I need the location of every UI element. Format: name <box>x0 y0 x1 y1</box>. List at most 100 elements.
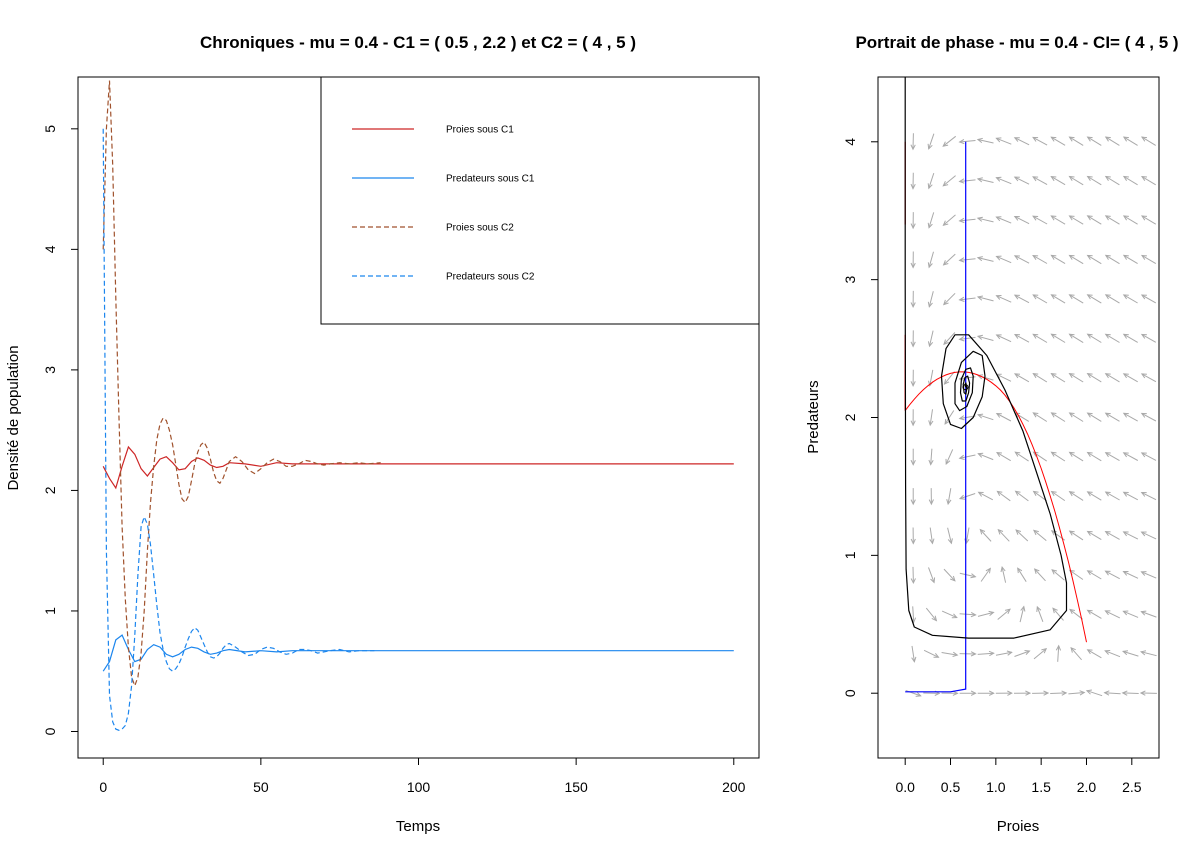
y-tick-label: 2 <box>42 486 58 494</box>
equilibrium-point <box>962 384 969 391</box>
right-x-axis-label: Proies <box>997 818 1040 835</box>
field-arrow <box>1086 690 1103 697</box>
field-arrowhead <box>1140 254 1147 260</box>
field-arrow <box>1087 452 1102 462</box>
field-arrowhead <box>1140 373 1147 379</box>
field-arrow <box>959 454 976 459</box>
legend-label: Proies sous C1 <box>446 125 514 136</box>
field-arrow <box>1051 254 1066 265</box>
field-arrowhead <box>1122 491 1129 497</box>
x-tick-label: 0.0 <box>895 779 915 795</box>
field-arrowhead <box>1050 333 1057 339</box>
field-arrowhead <box>1122 294 1129 300</box>
field-arrowhead <box>970 611 977 618</box>
left-x-axis-label: Temps <box>396 818 440 835</box>
field-arrowhead <box>915 692 922 697</box>
field-arrow <box>1032 215 1048 225</box>
field-arrowhead <box>1007 690 1013 696</box>
legend-label: Proies sous C2 <box>446 223 514 234</box>
field-arrowhead <box>1068 175 1075 181</box>
field-arrow <box>977 139 994 144</box>
field-arrowhead <box>988 690 995 696</box>
field-arrowhead <box>995 137 1002 143</box>
field-arrowhead <box>1086 609 1093 615</box>
field-arrow <box>1069 254 1084 265</box>
y-tick-label: 1 <box>842 551 858 559</box>
x-tick-label: 2.5 <box>1122 779 1142 795</box>
field-arrow <box>928 291 934 307</box>
field-arrow <box>996 334 1012 343</box>
field-arrow <box>1032 255 1048 264</box>
field-arrowhead <box>942 141 949 147</box>
field-arrow <box>1141 136 1156 146</box>
field-arrow <box>1032 136 1048 146</box>
field-arrow <box>1014 137 1030 146</box>
field-arrow <box>928 567 935 583</box>
field-arrowhead <box>1085 689 1092 695</box>
field-arrow <box>959 258 976 261</box>
field-arrow <box>1032 333 1048 343</box>
series-line-1 <box>102 445 734 490</box>
field-arrowhead <box>958 178 965 184</box>
field-arrow <box>1087 176 1102 186</box>
field-arrowhead <box>1086 294 1093 300</box>
field-arrow <box>1051 412 1066 422</box>
field-arrowhead <box>1086 570 1093 576</box>
field-arrow <box>959 297 976 301</box>
field-arrowhead <box>995 255 1002 261</box>
field-arrow <box>1123 294 1138 304</box>
field-arrow <box>1034 568 1046 582</box>
field-arrowhead <box>1140 610 1147 616</box>
field-arrowhead <box>979 528 986 535</box>
field-arrowhead <box>1139 690 1146 696</box>
field-arrowhead <box>1104 650 1111 655</box>
field-arrow <box>1033 648 1047 660</box>
field-arrow <box>1122 650 1139 657</box>
field-arrowhead <box>1068 136 1075 142</box>
field-arrowhead <box>910 578 916 585</box>
field-arrowhead <box>1050 176 1057 182</box>
field-arrow <box>1069 569 1084 580</box>
prey-nullcline <box>904 371 1087 643</box>
field-arrowhead <box>970 573 977 579</box>
y-tick-label: 2 <box>842 413 858 421</box>
field-arrow <box>1036 606 1044 622</box>
series-line-4 <box>102 128 375 731</box>
field-arrowhead <box>985 567 991 574</box>
field-arrowhead <box>1086 412 1093 418</box>
x-tick-label: 1.5 <box>1031 779 1051 795</box>
field-arrowhead <box>977 452 984 458</box>
field-arrow <box>1001 566 1007 583</box>
vector-field <box>905 133 1157 697</box>
field-arrowhead <box>1122 254 1129 260</box>
field-arrow <box>1014 216 1030 225</box>
field-arrow <box>1014 650 1030 657</box>
field-arrowhead <box>976 334 984 340</box>
field-arrowhead <box>927 183 933 190</box>
field-arrowhead <box>910 341 916 348</box>
field-arrowhead <box>952 651 959 657</box>
field-arrow <box>978 453 994 461</box>
field-arrowhead <box>1104 412 1111 418</box>
field-arrowhead <box>1068 294 1075 300</box>
x-tick-label: 200 <box>722 779 746 795</box>
field-arrow <box>977 257 994 262</box>
field-arrowhead <box>1050 254 1057 260</box>
field-arrow <box>1068 692 1085 695</box>
field-arrow <box>1141 333 1157 343</box>
field-arrow <box>1015 529 1029 542</box>
field-arrow <box>1141 255 1157 265</box>
field-arrowhead <box>929 538 935 545</box>
field-arrowhead <box>1140 176 1148 181</box>
left-axes: 0 50 100 150 200 0 1 2 3 4 5 <box>42 125 746 795</box>
field-arrow <box>1141 611 1157 618</box>
field-arrow <box>923 649 939 658</box>
field-arrow <box>1105 650 1121 658</box>
field-arrowhead <box>1017 567 1023 574</box>
field-arrowhead <box>927 262 933 269</box>
field-arrowhead <box>910 381 916 387</box>
field-arrowhead <box>1086 254 1093 260</box>
field-arrow <box>928 172 935 189</box>
field-arrow <box>996 255 1012 264</box>
